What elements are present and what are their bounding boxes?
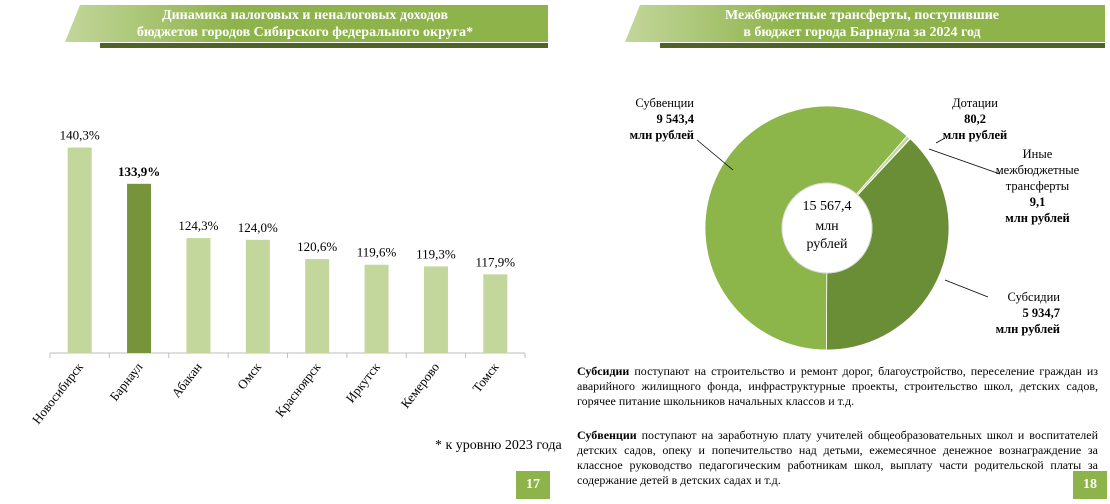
bar [186,238,211,353]
x-tick-label: Иркутск [343,359,384,405]
bar [67,147,92,353]
term: Субсидии [577,364,630,378]
paragraph-text: поступают на заработную плату учителей о… [577,428,1099,487]
x-tick-label: Омск [234,359,265,392]
bar [245,239,270,353]
header-banner [65,5,548,42]
x-tick-label: Кемерово [398,360,443,411]
segment-value: 9 543,4 [656,112,695,126]
bar [483,274,508,353]
value-label: 117,9% [476,254,516,269]
leader-line [935,137,946,144]
x-tick-label: Новосибирск [29,359,87,427]
value-label: 140,3% [60,128,100,143]
chart-title: в бюджет города Барнаула за 2024 год [743,25,980,40]
total-unit: рублей [806,237,848,252]
header-underline [660,43,1105,48]
segment-unit: млн рублей [1005,211,1070,225]
chart-title: Межбюджетные трансферты, поступившие [725,8,999,23]
x-tick-label: Барнаул [106,359,145,403]
paragraph-text: поступают на строительство и ремонт доро… [577,364,1098,408]
segment-unit: млн рублей [942,128,1008,142]
bar [423,266,448,353]
segment-unit: млн рублей [995,322,1060,336]
leader-line [928,148,1001,175]
total-unit: млн [815,219,839,234]
value-label: 119,3% [416,246,456,261]
page-number: 18 [1073,471,1107,499]
segment-name: Субвенции [635,96,694,110]
segment-name: Дотации [952,96,998,110]
paragraph: Субсидии поступают на строительство и ре… [577,364,1098,409]
segment-unit: млн рублей [629,128,694,142]
bar [364,264,389,353]
chart-title: Динамика налоговых и неналоговых доходов [162,8,448,23]
segment-value: 9,1 [1029,195,1046,209]
paragraph: Субвенции поступают на заработную плату … [577,428,1098,488]
segment-label: Субсидии 5 934,7 млн рублей [960,289,1060,337]
footnote: * к уровню 2023 года [435,438,562,453]
chart-title: бюджетов городов Сибирского федерального… [137,25,473,40]
value-label: 120,6% [297,239,337,254]
segment-name: Иные межбюджетные трансферты [995,147,1080,193]
segment-value: 5 934,7 [1022,306,1061,320]
bar [127,183,152,353]
value-label: 124,3% [178,218,218,233]
header-underline [100,43,548,48]
segment-label: Иные межбюджетные трансферты 9,1 млн рубле… [985,146,1090,226]
value-label: 124,0% [238,220,278,235]
header-banner [625,5,1105,42]
total-label: 15 567,4 [803,199,852,214]
x-tick-label: Томск [469,359,502,395]
segment-label: Субвенции 9 543,4 млн рублей [590,95,694,143]
bar [305,259,330,353]
segment-value: 80,2 [964,112,986,126]
value-label: 119,6% [357,245,397,260]
value-label: 133,9% [118,164,160,179]
leader-line [696,139,734,171]
leader-line [944,279,989,298]
page-number: 17 [516,471,550,499]
x-tick-label: Абакан [168,360,204,401]
segment-name: Субсидии [1007,290,1060,304]
donut-center [781,182,873,274]
segment-label: Дотации 80,2 млн рублей [935,95,1015,143]
x-tick-label: Красноярск [272,359,324,420]
term: Субвенции [577,428,637,442]
